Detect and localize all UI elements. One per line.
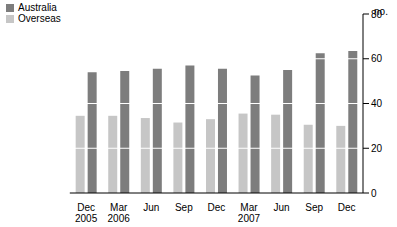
- svg-text:Sep: Sep: [305, 202, 323, 213]
- svg-text:Dec: Dec: [338, 202, 356, 213]
- svg-text:Mar2007: Mar2007: [238, 202, 261, 224]
- svg-text:no.: no.: [374, 6, 388, 17]
- svg-text:Jun: Jun: [273, 202, 289, 213]
- svg-text:Dec2005: Dec2005: [75, 202, 98, 224]
- svg-text:20: 20: [371, 143, 383, 154]
- svg-text:Jun: Jun: [143, 202, 159, 213]
- svg-text:Mar2006: Mar2006: [108, 202, 131, 224]
- svg-text:Sep: Sep: [175, 202, 193, 213]
- svg-text:Dec: Dec: [208, 202, 226, 213]
- svg-text:60: 60: [371, 53, 383, 64]
- html-text:Overseas: Overseas: [18, 13, 61, 24]
- html-text:Australia: Australia: [18, 2, 57, 13]
- svg-text:40: 40: [371, 98, 383, 109]
- svg-text:0: 0: [371, 188, 377, 199]
